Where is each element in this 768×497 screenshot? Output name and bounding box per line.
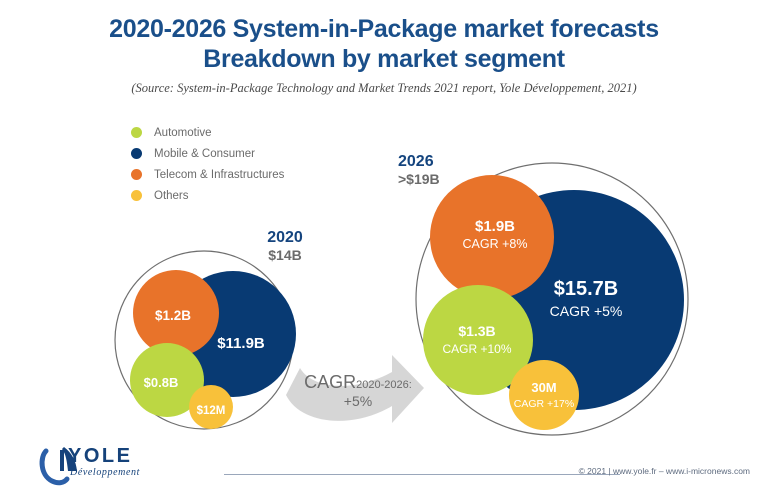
header: 2020-2026 System-in-Package market forec…	[0, 14, 768, 96]
page-title-line2: Breakdown by market segment	[203, 45, 565, 73]
cluster-2020: $11.9B $1.2B $0.8B $12M	[114, 250, 296, 430]
cluster-2020-year-block: 2020 $14B	[245, 228, 325, 264]
bubble-2020-telecom-infrastructures	[133, 270, 219, 356]
cagr-annotation: CAGR2020-2026: +5%	[296, 373, 420, 408]
cagr-annotation-period: 2020-2026:	[356, 379, 412, 391]
cluster-2026: $15.7B CAGR +5% $1.9B CAGR +8% $1.3B CAG…	[415, 162, 689, 436]
bubble-2026-telecom-infrastructures	[430, 175, 554, 299]
bubble-label-2026-mobile-consumer: $15.7B	[554, 278, 619, 300]
legend-swatch-icon	[131, 127, 142, 138]
footer-divider	[224, 474, 620, 475]
legend-label: Others	[154, 189, 189, 202]
bubble-2020-others	[189, 385, 233, 429]
legend-item-automotive: Automotive	[131, 122, 341, 143]
legend-swatch-icon	[131, 169, 142, 180]
bubble-label-2026-automotive: $1.3B	[458, 323, 495, 339]
cluster-2020-total: $14B	[268, 247, 302, 263]
cluster-2026-ring	[415, 162, 689, 436]
legend-item-mobile-consumer: Mobile & Consumer	[131, 143, 341, 164]
cluster-2020-year: 2020	[267, 229, 303, 246]
legend-label: Mobile & Consumer	[154, 147, 255, 160]
yole-logo	[39, 447, 77, 486]
page-title-line1: 2020-2026 System-in-Package market forec…	[109, 15, 659, 43]
bubble-cagr-2026-mobile-consumer: CAGR +5%	[550, 303, 623, 319]
bubble-2026-automotive	[423, 285, 533, 395]
bubble-cagr-2026-others: CAGR +17%	[514, 398, 574, 410]
bubble-label-2026-telecom: $1.9B	[475, 218, 515, 235]
footer: YOLE Développement © 2021 | www.yole.fr …	[0, 439, 768, 497]
legend-item-telecom-infrastructures: Telecom & Infrastructures	[131, 164, 341, 185]
bubble-label-2020-mobile-consumer: $11.9B	[217, 335, 265, 352]
legend-item-others: Others	[131, 185, 341, 206]
legend-swatch-icon	[131, 190, 142, 201]
bubble-label-2020-telecom: $1.2B	[155, 308, 191, 323]
cagr-annotation-main: CAGR	[304, 372, 357, 392]
bubble-cagr-2026-telecom: CAGR +8%	[463, 237, 528, 251]
legend-label: Automotive	[154, 126, 212, 139]
logo-name: YOLE	[68, 445, 133, 467]
legend-label: Telecom & Infrastructures	[154, 168, 285, 181]
cluster-2026-total: >$19B	[398, 171, 440, 187]
logo-tagline: Développement	[70, 467, 140, 478]
cluster-2026-year-block: 2026 >$19B	[398, 152, 478, 188]
bubble-2026-others	[509, 360, 579, 430]
bubble-label-2020-automotive: $0.8B	[144, 375, 179, 390]
cagr-growth-arrow	[286, 355, 424, 423]
bubble-label-2026-others: 30M	[531, 380, 556, 395]
source-subtitle: (Source: System-in-Package Technology an…	[131, 81, 637, 95]
cluster-2026-year: 2026	[398, 153, 434, 170]
bubble-label-2020-others: $12M	[197, 405, 226, 417]
legend: Automotive Mobile & Consumer Telecom & I…	[131, 122, 341, 206]
cagr-annotation-percent: +5%	[343, 392, 373, 409]
footer-credit: © 2021 | www.yole.fr – www.i-micronews.c…	[578, 466, 750, 476]
bubble-cagr-2026-automotive: CAGR +10%	[442, 342, 511, 356]
bubble-2020-automotive	[130, 343, 204, 417]
legend-swatch-icon	[131, 148, 142, 159]
